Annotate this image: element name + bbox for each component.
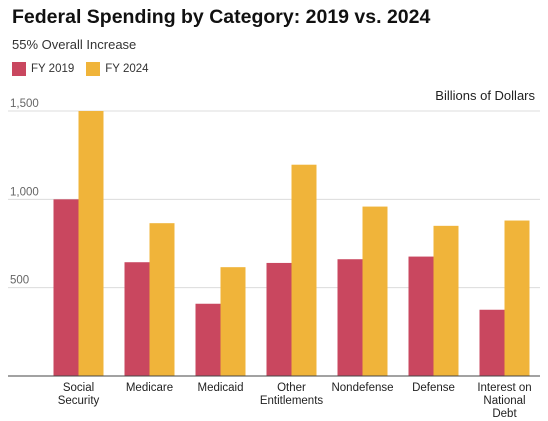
- bar-fy-2024-6: [504, 220, 530, 376]
- x-tick-label-2: Medicaid: [197, 382, 243, 394]
- chart-title: Federal Spending by Category: 2019 vs. 2…: [12, 6, 431, 28]
- x-tick-label-5: Defense: [412, 382, 455, 394]
- x-tick-label-3: Other Entitlements: [260, 382, 324, 407]
- bar-fy-2019-5: [408, 256, 434, 376]
- x-axis: Social Security Medicare Medicaid Other Entit…: [8, 375, 540, 420]
- legend-item-fy2024: FY 2024: [86, 62, 149, 76]
- bar-fy-2024-5: [433, 225, 459, 376]
- x-tick-label-4: Nondefense: [331, 382, 393, 394]
- bar-fy-2019-2: [195, 303, 221, 376]
- x-tick-label-1: Medicare: [126, 382, 173, 394]
- y-tick-label-500: 500: [10, 275, 29, 287]
- bar-fy-2019-4: [337, 259, 363, 376]
- bar-fy-2024-3: [291, 164, 317, 376]
- x-tick-label-6: Interest on National Debt: [477, 382, 531, 420]
- x-tick-label-0: Social Security: [58, 382, 100, 407]
- bar-fy-2024-1: [149, 223, 175, 376]
- bar-fy-2019-1: [124, 262, 150, 376]
- bar-fy-2024-4: [362, 206, 388, 376]
- legend-label-fy2024: FY 2024: [105, 63, 149, 75]
- y-tick-label-1500: 1,500: [10, 98, 39, 110]
- bar-fy-2024-2: [220, 267, 246, 376]
- y-tick-label-1000: 1,000: [10, 186, 39, 198]
- legend-swatch-fy2024: [86, 62, 101, 76]
- bar-fy-2019-0: [53, 199, 79, 376]
- unit-label: Billions of Dollars: [435, 88, 535, 103]
- legend-item-fy2019: FY 2019: [12, 62, 74, 76]
- bar-fy-2019-3: [266, 262, 292, 376]
- legend: FY 2019 FY 2024: [12, 62, 161, 76]
- legend-swatch-fy2019: [12, 62, 26, 76]
- bars: [53, 111, 530, 376]
- bar-fy-2024-0: [78, 111, 104, 376]
- legend-label-fy2019: FY 2019: [31, 63, 75, 75]
- bar-fy-2019-6: [479, 309, 505, 376]
- y-axis: 500 1,000 1,500: [10, 98, 39, 287]
- chart-subtitle: 55% Overall Increase: [12, 37, 137, 52]
